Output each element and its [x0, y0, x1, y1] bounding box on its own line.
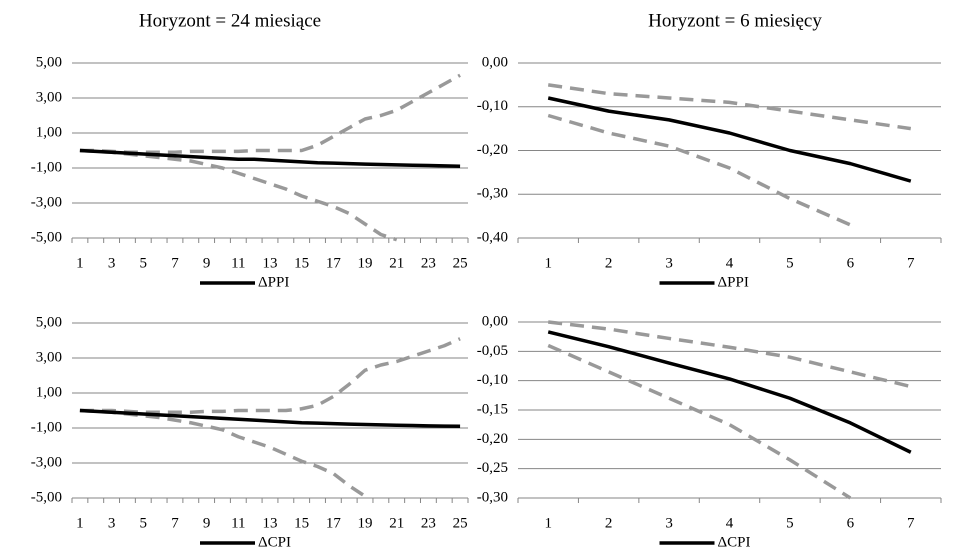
y-tick-label: -3,00 [31, 194, 62, 210]
x-tick-label: 7 [171, 255, 179, 271]
y-tick-label: -0,15 [477, 401, 508, 417]
x-tick-label: 9 [203, 515, 211, 531]
y-tick-label: -3,00 [31, 454, 62, 470]
chart-title: Horyzont = 6 miesięcy [648, 10, 822, 31]
y-tick-label: -5,00 [31, 489, 62, 505]
x-tick-label: 1 [76, 255, 84, 271]
series-line [547, 343, 852, 500]
x-tick-label: 15 [294, 515, 309, 531]
series-line [79, 337, 461, 414]
y-tick-label: 0,00 [482, 54, 508, 70]
x-tick-label: 1 [544, 255, 552, 271]
x-tick-label: 13 [263, 515, 278, 531]
x-tick-label: 13 [263, 255, 278, 271]
x-tick-label: 15 [294, 255, 309, 271]
y-tick-label: 5,00 [36, 314, 62, 330]
y-tick-label: -0,30 [477, 489, 508, 505]
x-tick-label: 2 [605, 515, 613, 531]
x-tick-label: 5 [140, 515, 148, 531]
x-tick-label: 4 [726, 515, 734, 531]
series-line [79, 148, 461, 168]
x-tick-label: 5 [140, 255, 148, 271]
y-tick-label: 5,00 [36, 54, 62, 70]
y-tick-label: 0,00 [482, 313, 508, 329]
x-tick-label: 23 [421, 255, 436, 271]
x-tick-label: 21 [389, 255, 404, 271]
x-tick-label: 25 [453, 255, 468, 271]
x-tick-label: 5 [786, 515, 794, 531]
series-line [79, 408, 461, 428]
x-tick-label: 19 [358, 255, 373, 271]
series-line [79, 73, 461, 154]
y-tick-label: -0,20 [477, 431, 508, 447]
series-line [547, 96, 912, 183]
legend-label: ΔPPI [718, 274, 749, 290]
x-tick-label: 17 [326, 255, 342, 271]
y-tick-label: -0,10 [477, 98, 508, 114]
x-tick-label: 7 [907, 255, 915, 271]
x-tick-label: 3 [665, 515, 673, 531]
legend-label: ΔCPI [718, 534, 751, 550]
x-tick-label: 1 [544, 515, 552, 531]
x-tick-label: 21 [389, 515, 404, 531]
y-tick-label: -1,00 [31, 419, 62, 435]
x-tick-label: 5 [786, 255, 794, 271]
y-tick-label: -0,05 [477, 343, 508, 359]
x-tick-label: 3 [665, 255, 673, 271]
y-tick-label: 1,00 [36, 124, 62, 140]
x-tick-label: 3 [108, 255, 116, 271]
x-tick-label: 2 [605, 255, 613, 271]
legend-label: ΔCPI [258, 534, 291, 550]
y-tick-label: -5,00 [31, 229, 62, 245]
x-tick-label: 6 [847, 255, 855, 271]
y-tick-label: -0,10 [477, 372, 508, 388]
x-tick-label: 9 [203, 255, 211, 271]
y-tick-label: -0,25 [477, 460, 508, 476]
x-tick-label: 1 [76, 515, 84, 531]
y-tick-label: 3,00 [36, 349, 62, 365]
y-tick-label: -0,40 [477, 229, 508, 245]
x-tick-label: 19 [358, 515, 373, 531]
y-tick-label: 1,00 [36, 384, 62, 400]
series-line [547, 113, 852, 227]
x-tick-label: 11 [231, 255, 245, 271]
x-tick-label: 25 [453, 515, 468, 531]
x-tick-label: 11 [231, 515, 245, 531]
series-line [547, 330, 912, 454]
legend-label: ΔPPI [258, 274, 289, 290]
y-tick-label: -0,30 [477, 186, 508, 202]
x-tick-label: 7 [907, 515, 915, 531]
y-tick-label: -0,20 [477, 142, 508, 158]
y-tick-label: -1,00 [31, 159, 62, 175]
x-tick-label: 17 [326, 515, 342, 531]
x-tick-label: 23 [421, 515, 436, 531]
series-line [548, 320, 912, 389]
x-tick-label: 3 [108, 515, 116, 531]
y-tick-label: 3,00 [36, 89, 62, 105]
x-tick-label: 4 [726, 255, 734, 271]
chart-title: Horyzont = 24 miesiące [139, 10, 321, 31]
x-tick-label: 6 [847, 515, 855, 531]
series-line [547, 83, 912, 131]
x-tick-label: 7 [171, 515, 179, 531]
